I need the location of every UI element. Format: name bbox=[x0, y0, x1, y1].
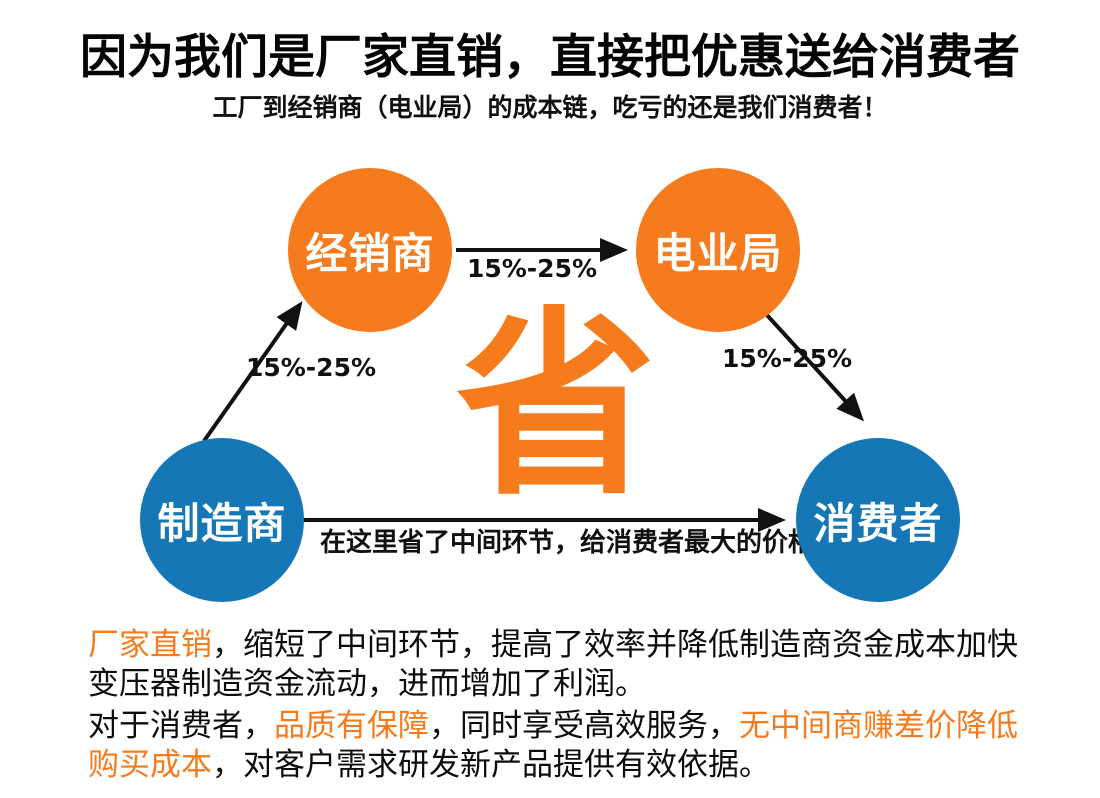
edge-label-manufacturer-dealer: 15%-25% bbox=[245, 353, 377, 382]
paragraph-factory-direct-body: ，缩短了中间环节，提高了效率并降低制造商资金成本加快变压器制造资金流动，进而增加… bbox=[88, 627, 1018, 702]
node-power-bureau: 电业局 bbox=[636, 168, 800, 332]
node-dealer-label: 经销商 bbox=[305, 228, 435, 278]
save-character: 省 bbox=[455, 290, 656, 523]
paragraph-consumer-benefits: 对于消费者，品质有保障，同时享受高效服务，无中间商赚差价降低购买成本，对客户需求… bbox=[88, 707, 1028, 785]
highlight-no-middleman: 无中间商赚差价降低购买成本 bbox=[88, 708, 1018, 783]
edge-label-manufacturer-consumer: 在这里省了中间环节，给消费者最大的价格空间 bbox=[320, 528, 867, 558]
node-manufacturer: 制造商 bbox=[140, 438, 304, 602]
paragraph-consumer-middle: ，同时享受高效服务， bbox=[429, 708, 739, 744]
edge-label-dealer-bureau: 15%-25% bbox=[466, 254, 598, 283]
node-consumer-label: 消费者 bbox=[813, 498, 943, 548]
edge-label-bureau-consumer: 15%-25% bbox=[721, 344, 853, 373]
paragraph-consumer-tail: ，对客户需求研发新产品提供有效依据。 bbox=[212, 747, 770, 783]
page-subtitle: 工厂到经销商（电业局）的成本链，吃亏的还是我们消费者！ bbox=[212, 93, 888, 122]
node-manufacturer-label: 制造商 bbox=[157, 498, 287, 548]
node-consumer: 消费者 bbox=[796, 438, 960, 602]
page-title: 因为我们是厂家直销，直接把优惠送给消费者 bbox=[80, 30, 1020, 85]
paragraph-consumer-lead: 对于消费者， bbox=[88, 708, 274, 744]
node-power-bureau-label: 电业局 bbox=[653, 228, 783, 278]
highlight-factory-direct: 厂家直销 bbox=[88, 627, 212, 663]
paragraph-factory-direct: 厂家直销，缩短了中间环节，提高了效率并降低制造商资金成本加快变压器制造资金流动，… bbox=[88, 626, 1028, 704]
highlight-quality-guarantee: 品质有保障 bbox=[274, 708, 429, 744]
benefit-paragraphs: 厂家直销，缩短了中间环节，提高了效率并降低制造商资金成本加快变压器制造资金流动，… bbox=[88, 626, 1028, 788]
node-dealer: 经销商 bbox=[288, 168, 452, 332]
